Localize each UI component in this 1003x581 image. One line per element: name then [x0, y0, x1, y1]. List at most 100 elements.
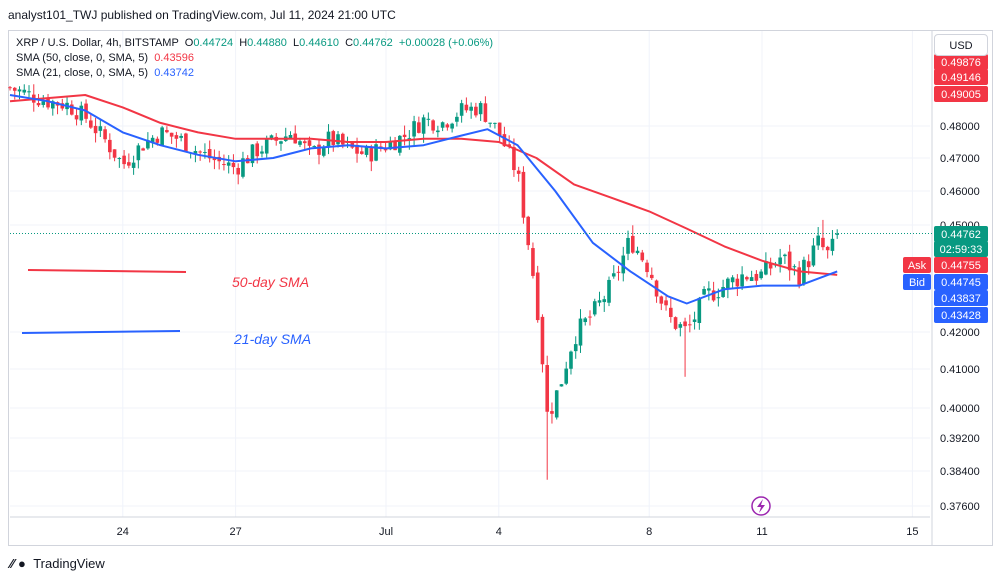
candle	[726, 277, 730, 299]
x-tick-label: 15	[906, 526, 918, 538]
candle-body	[597, 300, 602, 303]
candle	[497, 122, 502, 143]
candle-body	[759, 271, 763, 279]
candle-body	[726, 278, 730, 290]
sma50-line	[9, 94, 838, 276]
y-tick-label: 0.37600	[940, 501, 980, 513]
candle-body	[288, 134, 293, 139]
price-badge-bg	[903, 274, 931, 290]
candle	[740, 266, 744, 291]
candle-body	[179, 135, 183, 138]
candle	[697, 296, 702, 330]
candle-body	[222, 164, 226, 166]
candle-body	[683, 321, 687, 327]
candle-body	[364, 147, 369, 155]
candle	[74, 108, 79, 126]
legend-sma21-row: SMA (21, close, 0, SMA, 5) 0.43742	[16, 66, 493, 81]
lightning-icon	[751, 496, 771, 516]
candle-body	[445, 124, 450, 128]
candle	[550, 402, 554, 424]
price-badge: 02:59:33	[934, 241, 988, 257]
candle	[478, 101, 483, 121]
candle-body	[531, 248, 535, 276]
legend-sma21-value: 0.43742	[154, 67, 194, 79]
legend-sma50-value: 0.43596	[154, 52, 194, 64]
candle-body	[169, 132, 174, 137]
candle	[241, 151, 245, 179]
candle-body	[688, 324, 692, 326]
price-badge-bg	[934, 257, 988, 273]
candle-body	[459, 103, 464, 116]
candle-body	[136, 145, 141, 161]
y-tick-label: 0.39200	[940, 433, 980, 445]
candle	[569, 350, 573, 375]
candle	[683, 317, 687, 377]
candle-body	[735, 278, 740, 287]
candle	[830, 230, 835, 256]
x-tick-label: 24	[117, 526, 129, 538]
candle-body	[398, 135, 402, 153]
candle-body	[497, 122, 502, 136]
candle-body	[830, 238, 835, 251]
candle	[702, 286, 706, 296]
candle-body	[36, 103, 41, 106]
y-tick-label: 0.40000	[940, 403, 980, 415]
candle-body	[146, 140, 150, 149]
currency-button[interactable]: USD	[934, 34, 988, 56]
candle-body	[626, 237, 630, 254]
candle-body	[792, 266, 797, 268]
candle-body	[835, 233, 839, 235]
candle-body	[74, 115, 79, 120]
candle-body	[764, 261, 768, 275]
candle-body	[98, 126, 103, 131]
candle-body	[89, 120, 93, 128]
candle	[98, 119, 103, 138]
candle-body	[336, 134, 340, 145]
candle-body	[493, 122, 497, 124]
legend-h-value: 0.44880	[247, 37, 287, 49]
candle	[231, 154, 236, 175]
candle-body	[554, 390, 559, 418]
candle-body	[702, 288, 706, 295]
candle	[179, 133, 183, 142]
candle	[369, 144, 374, 172]
y-tick-label: 0.46000	[940, 186, 980, 198]
candle-body	[825, 246, 830, 251]
candle-body	[659, 296, 664, 304]
sma21-line	[9, 94, 838, 305]
candle-body	[193, 150, 198, 154]
candle-body	[302, 141, 307, 144]
candle	[217, 150, 221, 170]
candle	[22, 84, 27, 96]
candle-body	[241, 158, 245, 177]
candle	[735, 274, 740, 297]
candle-body	[17, 89, 22, 92]
candle-body	[46, 98, 50, 108]
candle	[141, 147, 145, 151]
legend-l-value: 0.44610	[299, 37, 339, 49]
annotation-sma21-text: 21-day SMA	[233, 331, 311, 347]
candle-body	[640, 252, 645, 261]
candle-body	[226, 162, 231, 166]
candle-body	[312, 146, 317, 148]
candle-body	[79, 105, 84, 121]
candle-body	[298, 141, 302, 145]
candle-body	[93, 125, 98, 134]
candle-body	[697, 297, 702, 323]
candle	[811, 238, 816, 267]
y-tick-label: 0.38400	[940, 466, 980, 478]
candle	[559, 384, 564, 387]
candle	[692, 311, 697, 330]
candle	[592, 298, 597, 317]
candle	[688, 314, 692, 333]
candle	[12, 86, 17, 100]
price-badge: Ask	[903, 257, 931, 273]
candle-body	[578, 318, 583, 346]
candle-body	[402, 134, 407, 138]
candle-body	[502, 134, 507, 147]
x-tick-label: 11	[756, 526, 767, 538]
annotation-line-sma21	[21, 330, 181, 334]
candle	[112, 149, 117, 162]
candle-body	[754, 273, 759, 281]
